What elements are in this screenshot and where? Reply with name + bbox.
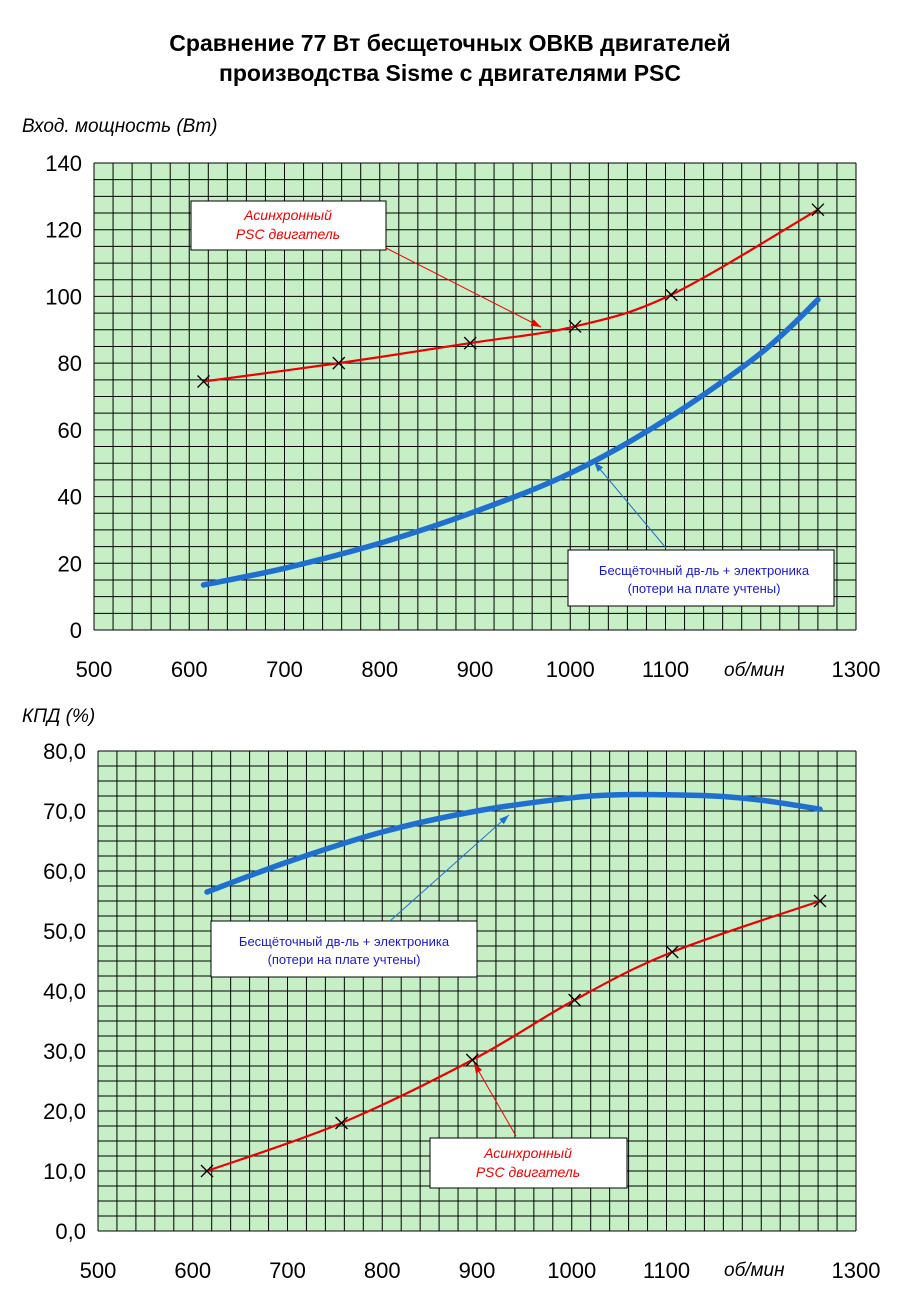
chart-title-line-2: производства Sisme с двигателями PSC	[218, 60, 682, 86]
power-bldc-callout-arrow-head	[594, 462, 604, 472]
power-bldc-series-line	[200, 297, 821, 588]
psc-callout-line-2-top: PSC двигатель	[236, 226, 340, 242]
power-psc-point-marker	[568, 319, 582, 333]
efficiency-xtick-label: 700	[269, 1258, 306, 1283]
efficiency-ytick-label: 0,0	[55, 1219, 86, 1244]
rpm-axis-label-top: об/мин	[724, 660, 785, 681]
power-psc-point-marker	[332, 356, 346, 370]
power-ytick-label: 120	[45, 218, 82, 243]
bldc-callout-box-bottom	[210, 920, 478, 978]
bldc-callout-line-2-top: (потери на плате учтены)	[628, 581, 781, 596]
efficiency-ytick-label: 60,0	[43, 859, 86, 884]
efficiency-axis-label: КПД (%)	[22, 706, 95, 727]
power-ytick-label: 20	[58, 551, 82, 576]
efficiency-ytick-label: 70,0	[43, 799, 86, 824]
efficiency-psc-callout-arrow	[473, 1062, 517, 1137]
input-power-axis-label: Вход. мощность (Вт)	[22, 116, 218, 137]
power-ytick-label: 80	[58, 351, 82, 376]
power-xtick-label: 1100	[642, 657, 689, 682]
efficiency-xtick-label: 1000	[547, 1258, 596, 1283]
chart-title-line-1: Сравнение 77 Вт бесщеточных ОВКВ двигате…	[169, 30, 731, 56]
rpm-axis-label-bottom: об/мин	[724, 1260, 785, 1281]
efficiency-xtick-label: 800	[364, 1258, 401, 1283]
efficiency-ytick-label: 30,0	[43, 1039, 86, 1064]
efficiency-xtick-label: 600	[174, 1258, 211, 1283]
bldc-callout-line-1-bottom: Бесщёточный дв-ль + электроника	[239, 934, 450, 949]
power-xtick-label: 600	[171, 657, 208, 682]
psc-callout-line-1-bottom: Асинхронный	[483, 1145, 572, 1161]
power-psc-series-line	[203, 208, 819, 383]
efficiency-bldc-series-line	[204, 791, 823, 895]
bldc-callout-box-top	[567, 549, 835, 607]
efficiency-psc-callout-arrow-head	[474, 1063, 483, 1074]
psc-callout-box-bottom	[429, 1137, 628, 1189]
psc-callout-line-2-bottom: PSC двигатель	[476, 1164, 580, 1180]
power-ytick-label: 140	[45, 151, 82, 176]
efficiency-psc-point-marker	[813, 894, 827, 908]
efficiency-ytick-label: 10,0	[43, 1159, 86, 1184]
efficiency-xtick-label: 1100	[643, 1258, 690, 1283]
power-psc-point-marker	[811, 203, 825, 217]
efficiency-bldc-callout-arrow	[389, 814, 510, 922]
power-ytick-label: 40	[58, 485, 82, 510]
power-psc-point-marker	[664, 288, 678, 302]
bldc-callout-line-2-bottom: (потери на плате учтены)	[268, 952, 421, 967]
efficiency-psc-point-marker	[665, 945, 679, 959]
power-xtick-label: 1300	[832, 657, 881, 682]
efficiency-bldc-callout-arrow-head	[499, 815, 509, 825]
power-psc-callout-arrow-head	[530, 319, 541, 327]
efficiency-ytick-label: 50,0	[43, 919, 86, 944]
power-xtick-label: 900	[457, 657, 494, 682]
power-ytick-label: 100	[45, 284, 82, 309]
power-psc-point-marker	[463, 336, 477, 350]
power-ytick-label: 60	[58, 418, 82, 443]
efficiency-xtick-label: 500	[80, 1258, 117, 1283]
efficiency-xtick-label: 1300	[832, 1258, 881, 1283]
power-xtick-label: 800	[361, 657, 398, 682]
efficiency-ytick-label: 40,0	[43, 979, 86, 1004]
power-psc-point-marker	[197, 375, 210, 388]
psc-callout-box-top	[190, 200, 387, 251]
power-bldc-callout-arrow	[593, 461, 667, 549]
chart-title: Сравнение 77 Вт бесщеточных ОВКВ двигате…	[0, 28, 900, 88]
efficiency-psc-series-line	[206, 899, 821, 1173]
psc-callout-line-1-top: Асинхронный	[243, 207, 332, 223]
bldc-callout-line-1-top: Бесщёточный дв-ль + электроника	[599, 563, 810, 578]
efficiency-psc-point-marker	[200, 1164, 214, 1178]
power-ytick-label: 0	[70, 618, 82, 643]
power-psc-callout-arrow	[385, 247, 542, 328]
efficiency-ytick-label: 20,0	[43, 1099, 86, 1124]
efficiency-xtick-label: 900	[459, 1258, 496, 1283]
power-xtick-label: 1000	[546, 657, 595, 682]
power-xtick-label: 700	[266, 657, 303, 682]
efficiency-psc-point-marker	[568, 993, 582, 1007]
efficiency-psc-point-marker	[335, 1116, 348, 1130]
power-xtick-label: 500	[76, 657, 113, 682]
efficiency-ytick-label: 80,0	[43, 739, 86, 764]
efficiency-psc-point-marker	[465, 1053, 479, 1067]
